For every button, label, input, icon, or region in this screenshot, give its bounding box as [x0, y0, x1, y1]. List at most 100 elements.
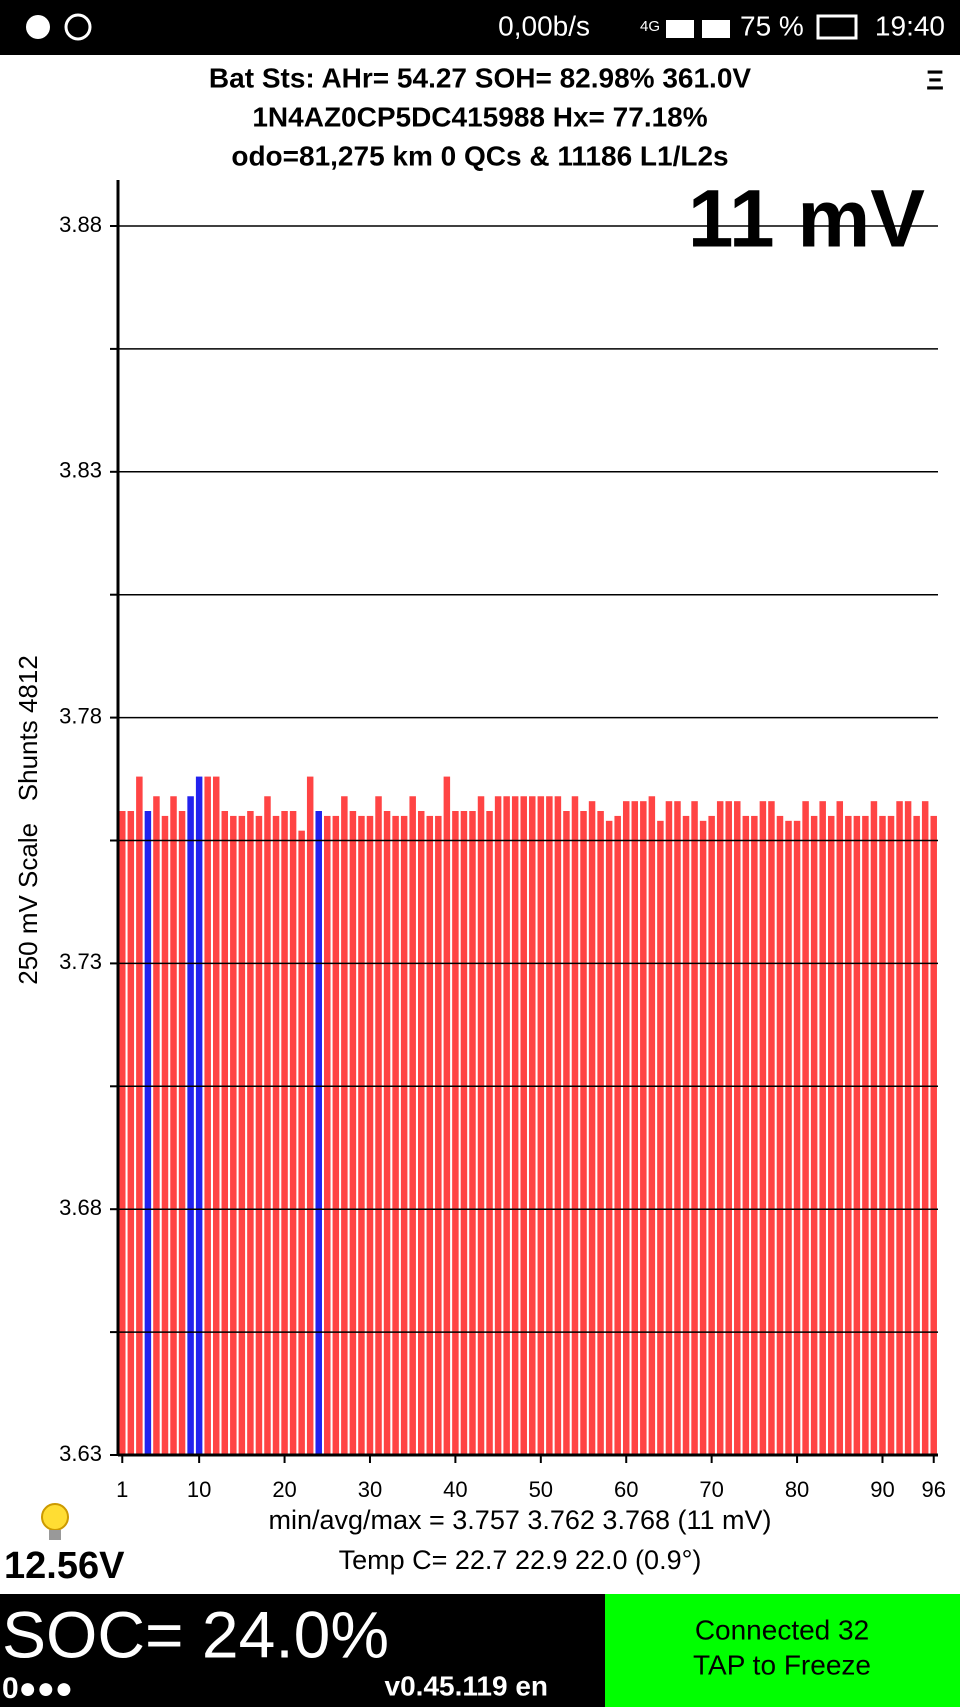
- cell-bar: [571, 796, 579, 1455]
- y-tick-label: 3.83: [59, 458, 102, 483]
- stats-line: min/avg/max = 3.757 3.762 3.768 (11 mV): [268, 1505, 771, 1535]
- battery-icon: [816, 14, 858, 40]
- cell-bar: [768, 801, 775, 1455]
- x-tick-label: 90: [870, 1477, 894, 1502]
- x-tick-label: 70: [699, 1477, 723, 1502]
- cell-bar: [887, 815, 895, 1455]
- header-line: Bat Sts: AHr= 54.27 SOH= 82.98% 361.0V: [209, 62, 751, 93]
- cell-bar: [674, 801, 681, 1455]
- menu-button[interactable]: Ξ: [926, 64, 944, 95]
- cell-bar: [631, 801, 639, 1455]
- cell-bar: [289, 811, 297, 1455]
- stats-line: Temp C= 22.7 22.9 22.0 (0.9°): [339, 1545, 702, 1575]
- bulb-icon: [49, 1530, 61, 1540]
- header-line: odo=81,275 km 0 QCs & 11186 L1/L2s: [231, 140, 728, 171]
- cell-bar: [341, 796, 348, 1455]
- cell-bar: [657, 820, 664, 1455]
- freeze-button[interactable]: [605, 1594, 960, 1707]
- cell-bar: [563, 811, 570, 1455]
- cell-bar: [819, 801, 826, 1455]
- cell-bar: [204, 776, 211, 1455]
- app-icon: [26, 15, 50, 39]
- battery-percent: 75 %: [740, 10, 804, 41]
- cell-bar: [759, 801, 767, 1455]
- cell-bar: [315, 811, 322, 1455]
- cell-bar: [845, 815, 852, 1455]
- cell-bar: [802, 801, 809, 1455]
- x-tick-label: 96: [921, 1477, 945, 1502]
- x-tick-label: 1: [116, 1477, 128, 1502]
- cell-bar: [366, 815, 374, 1455]
- cell-bar: [221, 811, 229, 1455]
- x-tick-label: 50: [529, 1477, 553, 1502]
- cell-bar: [511, 796, 519, 1455]
- cell-bar: [400, 815, 408, 1455]
- cell-bar: [785, 820, 792, 1455]
- cell-bar: [144, 811, 152, 1455]
- cell-bar: [417, 811, 425, 1455]
- x-tick-label: 20: [272, 1477, 296, 1502]
- bulb-icon: [41, 1503, 69, 1531]
- cell-bar: [588, 801, 596, 1455]
- header-line: 1N4AZ0CP5DC415988 Hx= 77.18%: [252, 101, 707, 132]
- cell-bar: [486, 811, 493, 1455]
- cell-bar: [708, 815, 715, 1455]
- cell-bar: [810, 815, 818, 1455]
- network-type: 4G: [640, 18, 660, 35]
- cell-bar: [443, 776, 451, 1455]
- cell-bar: [127, 811, 135, 1455]
- cell-bar: [281, 811, 288, 1455]
- cell-bar: [494, 796, 502, 1455]
- cell-bar: [255, 815, 263, 1455]
- cell-bar: [460, 811, 468, 1455]
- plot: 3.63 3.68 3.73 3.78 3.83 3.88 1 10 20 30 40 50 60 70 8…: [59, 180, 946, 1502]
- cell-bar: [170, 796, 177, 1455]
- app-icon: [64, 13, 92, 41]
- cell-bar: [529, 796, 536, 1455]
- cell-bar: [554, 796, 562, 1455]
- cell-bar: [435, 815, 442, 1455]
- cell-bar: [306, 776, 314, 1455]
- dots: 0●●●: [2, 1672, 73, 1705]
- cell-bar: [879, 815, 886, 1455]
- aux-voltage: 12.56V: [4, 1545, 125, 1587]
- cell-bar: [836, 801, 844, 1455]
- cell-bar: [153, 796, 160, 1455]
- cell-bar: [272, 815, 280, 1455]
- cell-bar: [469, 811, 476, 1455]
- cell-bar: [751, 815, 758, 1455]
- cell-bar: [298, 830, 305, 1455]
- cell-bar: [648, 796, 656, 1455]
- cell-bar: [827, 815, 835, 1455]
- cell-bar: [195, 776, 203, 1455]
- cell-bar: [862, 815, 869, 1455]
- cell-bar: [119, 811, 126, 1455]
- cell-bar: [742, 815, 750, 1455]
- cell-bar: [734, 801, 741, 1455]
- cell-bar: [324, 815, 331, 1455]
- cell-bar: [716, 801, 724, 1455]
- soc: SOC= 24.0%: [2, 1597, 389, 1671]
- cell-bar: [597, 811, 604, 1455]
- cell-bar: [358, 815, 365, 1455]
- cell-bar: [264, 796, 271, 1455]
- status-bar: [0, 0, 960, 55]
- cell-bar: [375, 796, 382, 1455]
- cell-bar: [896, 801, 903, 1455]
- status-line: TAP to Freeze: [693, 1649, 871, 1680]
- cell-bar: [870, 801, 878, 1455]
- status-line: Connected 32: [695, 1614, 869, 1645]
- cell-bar: [622, 801, 630, 1455]
- cell-bar: [930, 815, 937, 1455]
- cell-bar: [332, 815, 340, 1455]
- cell-bar: [383, 811, 391, 1455]
- signal-icon: [666, 20, 694, 38]
- cell-bar: [452, 811, 459, 1455]
- version: v0.45.119 en: [385, 1670, 548, 1701]
- cell-bar: [503, 796, 510, 1455]
- y-tick-label: 3.73: [59, 949, 102, 974]
- x-tick-label: 60: [614, 1477, 638, 1502]
- spread-overlay: 11 mV: [688, 174, 925, 265]
